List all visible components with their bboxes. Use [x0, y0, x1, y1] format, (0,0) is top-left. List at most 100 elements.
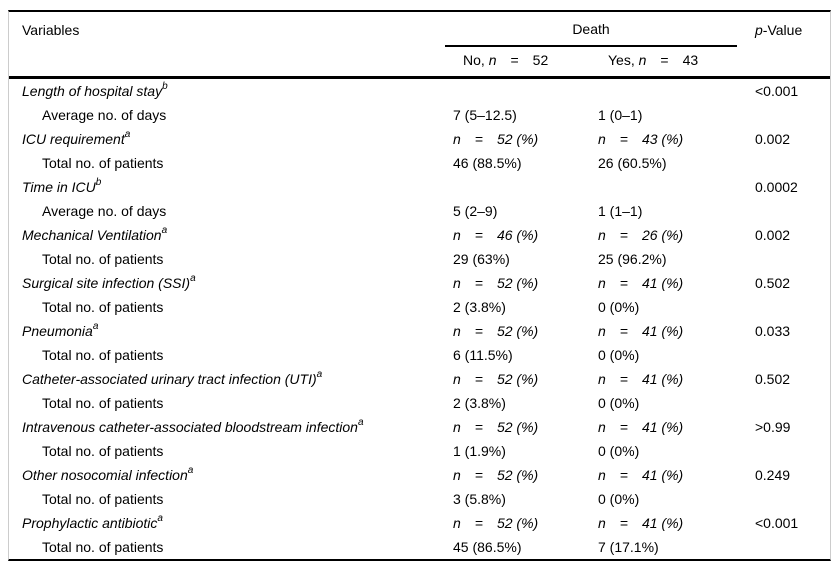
footnote-superscript: a [357, 417, 364, 429]
yes-col-value: 0 (0%) [598, 299, 640, 315]
sub-label-cell: Total no. of patients [42, 155, 164, 171]
yes-col-value: 1 (0–1) [598, 107, 643, 123]
footnote-superscript: a [187, 465, 194, 477]
variable-name-cell: Surgical site infection (SSI)a [9, 273, 453, 291]
yes-col-cell: n = 41 (%) [598, 467, 684, 483]
variable-row: Intravenous catheter-associated bloodstr… [9, 415, 830, 439]
yes-n-symbol: n [638, 52, 647, 68]
no-col-value: 6 (11.5%) [453, 347, 513, 363]
value-row: Total no. of patients 46 (88.5%) 26 (60.… [9, 151, 830, 175]
p-value-cell: 0.002 [755, 131, 791, 147]
yes-col-value: 1 (1–1) [598, 203, 643, 219]
yes-subcolumn-header: Yes, n = 43 [608, 52, 698, 68]
no-col-value: 45 (86.5%) [453, 539, 522, 555]
table-header: Variables Death p-Value No, n = 52 Yes, … [9, 12, 830, 79]
sub-label-cell: Total no. of patients [42, 347, 164, 363]
variable-name: Mechanical Ventilation [22, 227, 162, 243]
footnote-superscript: a [190, 273, 196, 285]
yes-col-cell: n = 43 (%) [598, 131, 684, 147]
p-value-cell: <0.001 [755, 83, 799, 99]
death-underline-rule [445, 45, 737, 47]
yes-col-value: 0 (0%) [598, 443, 640, 459]
yes-count: = 43 [646, 52, 699, 68]
footnote-superscript: a [157, 513, 163, 525]
p-value-cell: >0.99 [755, 419, 791, 435]
no-col-value: 1 (1.9%) [453, 443, 506, 459]
yes-col-value: 0 (0%) [598, 395, 640, 411]
value-row: Total no. of patients 45 (86.5%) 7 (17.1… [9, 535, 830, 559]
no-label: No, [463, 52, 489, 68]
variable-name: Time in ICU [22, 179, 96, 195]
no-col-value: 2 (3.8%) [453, 299, 506, 315]
variable-name-cell: Pneumoniaa [9, 321, 453, 339]
footnote-superscript: a [92, 321, 99, 333]
variable-name-cell: Catheter-associated urinary tract infect… [9, 369, 453, 387]
p-value-cell: 0.033 [755, 323, 791, 339]
variable-name-cell: ICU requirementa [9, 129, 453, 147]
footnote-superscript: a [316, 369, 323, 381]
no-col-value: 3 (5.8%) [453, 491, 506, 507]
sub-label-cell: Average no. of days [42, 107, 167, 123]
p-value-cell: 0.502 [755, 275, 791, 291]
value-row: Total no. of patients 29 (63%) 25 (96.2%… [9, 247, 830, 271]
variable-row: Prophylactic antibiotica n = 52 (%) n = … [9, 511, 830, 535]
no-col-value: 5 (2–9) [453, 203, 498, 219]
variable-row: Other nosocomial infectiona n = 52 (%) n… [9, 463, 830, 487]
p-value-cell: 0.249 [755, 467, 791, 483]
p-value-cell: 0.002 [755, 227, 791, 243]
yes-col-cell: n = 41 (%) [598, 323, 684, 339]
table-body: Length of hospital stayb <0.001 Average … [9, 79, 830, 559]
sub-label-cell: Total no. of patients [42, 251, 164, 267]
footnote-superscript: a [124, 129, 131, 141]
value-row: Average no. of days 5 (2–9) 1 (1–1) [9, 199, 830, 223]
variable-row: Catheter-associated urinary tract infect… [9, 367, 830, 391]
sub-label-cell: Total no. of patients [42, 539, 164, 555]
variable-name-cell: Length of hospital stayb [9, 81, 453, 99]
no-col-value: 46 (88.5%) [453, 155, 522, 171]
no-col-cell: n = 52 (%) [453, 371, 539, 387]
footnote-superscript: b [95, 177, 102, 189]
value-row: Total no. of patients 3 (5.8%) 0 (0%) [9, 487, 830, 511]
sub-label-cell: Total no. of patients [42, 395, 164, 411]
no-col-cell: n = 52 (%) [453, 131, 539, 147]
p-value-cell: 0.502 [755, 371, 791, 387]
variable-row: ICU requirementa n = 52 (%) n = 43 (%) 0… [9, 127, 830, 151]
variable-name: ICU requirement [22, 131, 125, 147]
sub-label-cell: Total no. of patients [42, 443, 164, 459]
variable-name-cell: Intravenous catheter-associated bloodstr… [9, 417, 453, 435]
variable-row: Pneumoniaa n = 52 (%) n = 41 (%) 0.033 [9, 319, 830, 343]
sub-label-cell: Average no. of days [42, 203, 167, 219]
yes-col-cell: n = 41 (%) [598, 371, 684, 387]
yes-col-cell: n = 41 (%) [598, 275, 684, 291]
value-row: Total no. of patients 6 (11.5%) 0 (0%) [9, 343, 830, 367]
no-n-symbol: n [488, 52, 497, 68]
variable-name-cell: Other nosocomial infectiona [9, 465, 453, 483]
yes-col-value: 0 (0%) [598, 491, 640, 507]
footnote-superscript: b [162, 81, 168, 93]
variable-name: Surgical site infection (SSI) [22, 275, 191, 291]
value-row: Total no. of patients 1 (1.9%) 0 (0%) [9, 439, 830, 463]
variable-row: Surgical site infection (SSI)a n = 52 (%… [9, 271, 830, 295]
no-col-value: 2 (3.8%) [453, 395, 506, 411]
no-col-cell: n = 52 (%) [453, 275, 539, 291]
yes-label: Yes, [608, 52, 639, 68]
death-column-group-header: Death [572, 21, 610, 37]
variable-row: Time in ICUb 0.0002 [9, 175, 830, 199]
p-value-cell: <0.001 [755, 515, 799, 531]
no-col-value: 29 (63%) [453, 251, 510, 267]
yes-col-value: 26 (60.5%) [598, 155, 667, 171]
variable-name-cell: Mechanical Ventilationa [9, 226, 453, 243]
yes-col-value: 7 (17.1%) [598, 539, 659, 555]
variable-row: Mechanical Ventilationa n = 46 (%) n = 2… [9, 223, 830, 247]
p-value-header-rest: -Value [762, 22, 803, 38]
p-value-column-header: p-Value [755, 22, 802, 38]
p-value-cell: 0.0002 [755, 179, 798, 195]
sub-label-cell: Total no. of patients [42, 299, 164, 315]
no-col-cell: n = 52 (%) [453, 419, 539, 435]
variable-row: Length of hospital stayb <0.001 [9, 79, 830, 103]
yes-col-cell: n = 41 (%) [598, 419, 684, 435]
variable-name-cell: Time in ICUb [9, 177, 453, 195]
variable-name: Intravenous catheter-associated bloodstr… [22, 419, 358, 435]
no-subcolumn-header: No, n = 52 [463, 52, 548, 68]
